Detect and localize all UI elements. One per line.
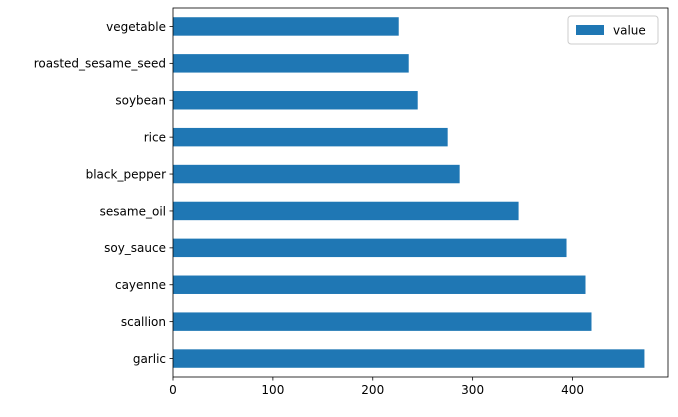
bar-rice bbox=[173, 127, 448, 147]
y-tick-label: soybean bbox=[115, 94, 166, 108]
y-tick-label: scallion bbox=[121, 315, 166, 329]
x-tick-label: 300 bbox=[461, 383, 484, 397]
bar-sesame-oil bbox=[173, 201, 519, 221]
x-tick-label: 400 bbox=[561, 383, 584, 397]
x-tick-label: 0 bbox=[169, 383, 177, 397]
legend-box bbox=[567, 15, 659, 45]
y-tick-label: cayenne bbox=[115, 278, 166, 292]
bar-roasted-sesame-seed bbox=[173, 54, 409, 73]
y-tick-label: garlic bbox=[133, 352, 166, 366]
bar-cayenne bbox=[173, 275, 586, 294]
x-tick-label: 200 bbox=[361, 383, 384, 397]
bar-soy-sauce bbox=[173, 238, 567, 258]
y-tick-label: black_pepper bbox=[86, 167, 166, 181]
y-tick-label: vegetable bbox=[106, 20, 166, 34]
legend: value bbox=[567, 15, 659, 45]
bar-garlic bbox=[173, 349, 645, 368]
y-tick-label: rice bbox=[144, 130, 166, 144]
bars-group bbox=[173, 17, 645, 368]
y-tick-label: soy_sauce bbox=[104, 241, 166, 255]
x-tick-label: 100 bbox=[261, 383, 284, 397]
axes-frame bbox=[172, 7, 669, 378]
x-axis-ticks: 0 100 200 300 400 bbox=[169, 377, 584, 397]
bar-soybean bbox=[173, 91, 418, 110]
y-tick-label: roasted_sesame_seed bbox=[34, 57, 166, 71]
legend-label-value: value bbox=[613, 24, 646, 38]
y-axis-ticks: garlic scallion cayenne soy_sauce sesame_oil… bbox=[34, 20, 173, 366]
y-tick-label: sesame_oil bbox=[100, 204, 166, 218]
axes-border bbox=[172, 7, 669, 378]
bar-scallion bbox=[173, 312, 592, 331]
bar-vegetable bbox=[173, 17, 399, 36]
bar-black-pepper bbox=[173, 164, 460, 184]
legend-swatch-value bbox=[576, 25, 604, 35]
